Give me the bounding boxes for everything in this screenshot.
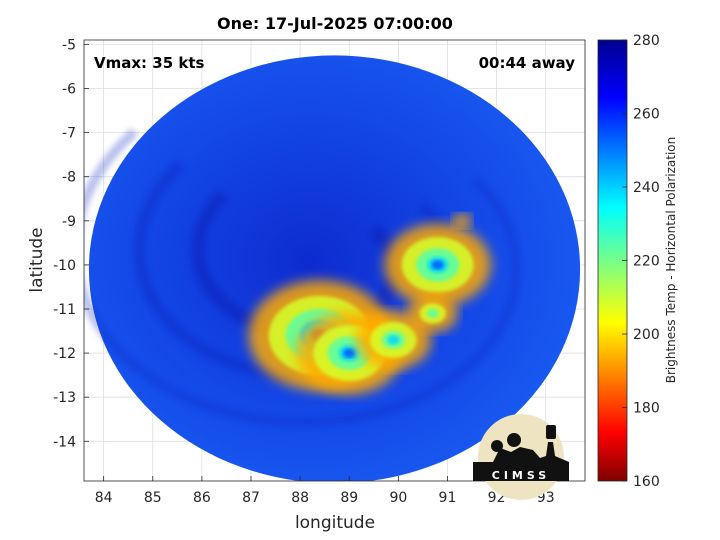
spiral-band-2: [84, 128, 522, 428]
y-tick-label: -8: [62, 170, 76, 186]
colorbar-tick-label: 160: [633, 474, 660, 490]
x-tick-label: 91: [439, 490, 457, 506]
y-tick-label: -5: [62, 37, 76, 53]
chart-title: One: 17-Jul-2025 07:00:00: [217, 14, 453, 33]
feature-contour: [343, 348, 356, 358]
feature-cold-band-2: [384, 223, 491, 307]
feature-contour: [431, 260, 444, 270]
y-tick-label: -14: [53, 434, 76, 450]
colorbar-tick-label: 200: [633, 327, 660, 343]
colorbar-tick-label: 180: [633, 401, 660, 417]
logo-text: CIMSS: [492, 469, 550, 482]
feature-contour: [387, 335, 400, 345]
y-tick-label: -9: [62, 214, 76, 230]
x-axis-label: longitude: [295, 513, 375, 533]
x-tick-label: 86: [193, 490, 211, 506]
colorbar-label: Brightness Temp - Horizontal Polarizatio…: [664, 137, 678, 384]
feature-contour: [452, 213, 473, 229]
y-tick-label: -11: [53, 302, 76, 318]
colorbar-tick-label: 260: [633, 107, 660, 123]
colorbar-tick-label: 240: [633, 180, 660, 196]
y-ticks: -5 -6 -7 -8 -9 -10 -11 -12 -13 -14: [53, 37, 89, 450]
feature-cold-band-1: [355, 310, 432, 370]
x-tick-label: 89: [340, 490, 358, 506]
x-tick-label: 85: [144, 490, 162, 506]
colorbar-ticks: 280 260 240 220 200 180 160: [622, 33, 660, 490]
y-tick-label: -12: [53, 346, 76, 362]
plot-frame: [83, 39, 586, 482]
cimss-logo: CIMSS: [473, 414, 569, 500]
time-away-annotation: 00:44 away: [479, 54, 576, 72]
y-axis-label: latitude: [27, 227, 47, 292]
x-tick-label: 88: [291, 490, 309, 506]
x-tick-label: 90: [389, 490, 407, 506]
vmax-annotation: Vmax: 35 kts: [94, 54, 204, 72]
x-tick-label: 84: [95, 490, 113, 506]
feature-layer: [248, 213, 491, 395]
x-tick-label: 87: [242, 490, 260, 506]
y-tick-label: -6: [62, 82, 76, 98]
feature-contour: [426, 308, 439, 319]
colorbar-tick-label: 220: [633, 254, 660, 270]
y-tick-label: -7: [62, 126, 76, 142]
y-tick-label: -13: [53, 390, 76, 406]
dish-icon: [473, 442, 569, 481]
feature-rainband-tip: [452, 213, 473, 229]
y-tick-label: -10: [53, 258, 76, 274]
swath-layer: [84, 55, 581, 481]
feature-cold-band-3: [407, 294, 458, 333]
colorbar-tick-label: 280: [633, 33, 660, 49]
